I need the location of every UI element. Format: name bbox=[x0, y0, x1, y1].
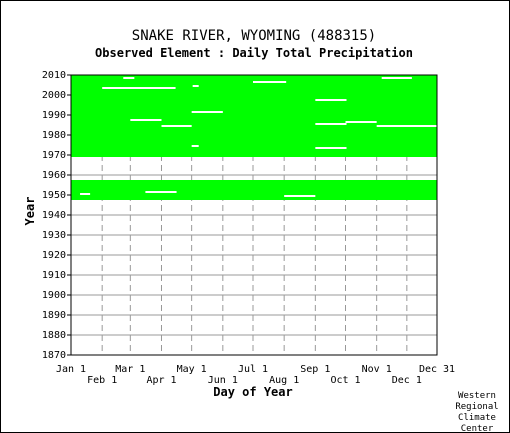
y-tick-label: 1940 bbox=[42, 210, 66, 221]
x-tick-label: Feb 1 bbox=[87, 375, 117, 386]
y-tick-label: 2010 bbox=[42, 70, 66, 81]
x-tick-label: May 1 bbox=[177, 364, 207, 375]
observed-data-band bbox=[71, 180, 437, 200]
credit-line-3: Climate bbox=[458, 413, 496, 423]
missing-data-segment bbox=[315, 147, 347, 149]
missing-data-segment bbox=[192, 85, 199, 87]
credit-line-1: Western bbox=[458, 391, 496, 401]
x-tick-label: Sep 1 bbox=[300, 364, 330, 375]
missing-data-segment bbox=[381, 77, 412, 79]
y-tick-label: 1960 bbox=[42, 170, 66, 181]
y-axis-label: Year bbox=[23, 197, 37, 226]
missing-data-segment bbox=[161, 125, 192, 127]
y-tick-label: 1950 bbox=[42, 190, 66, 201]
chart-subtitle: Observed Element : Daily Total Precipita… bbox=[95, 46, 413, 60]
missing-data-segment bbox=[191, 145, 199, 147]
chart-title: SNAKE RIVER, WYOMING (488315) bbox=[132, 28, 376, 44]
credit-line-4: Center bbox=[461, 424, 494, 432]
x-tick-label: Jul 1 bbox=[238, 364, 268, 375]
missing-data-segment bbox=[145, 191, 177, 193]
x-axis-label: Day of Year bbox=[213, 385, 292, 399]
missing-data-segment bbox=[191, 111, 223, 113]
y-tick-label: 1910 bbox=[42, 270, 66, 281]
y-tick-label: 1900 bbox=[42, 290, 66, 301]
missing-data-segment bbox=[252, 81, 287, 83]
x-tick-label: Aug 1 bbox=[269, 375, 299, 386]
missing-data-segment bbox=[80, 193, 91, 195]
x-tick-label: Jun 1 bbox=[208, 375, 238, 386]
x-tick-label: Apr 1 bbox=[146, 375, 176, 386]
credit-line-2: Regional bbox=[455, 402, 498, 412]
y-tick-label: 1880 bbox=[42, 330, 66, 341]
x-tick-label: Jan 1 bbox=[56, 364, 86, 375]
missing-data-segment bbox=[315, 123, 347, 125]
y-tick-label: 1980 bbox=[42, 130, 66, 141]
x-tick-label: Dec 31 bbox=[419, 364, 455, 375]
y-tick-label: 1920 bbox=[42, 250, 66, 261]
missing-data-segment bbox=[376, 125, 437, 127]
missing-data-segment bbox=[315, 99, 347, 101]
missing-data-segment bbox=[130, 119, 162, 121]
y-tick-label: 2000 bbox=[42, 90, 66, 101]
y-tick-label: 1970 bbox=[42, 150, 66, 161]
x-tick-label: Mar 1 bbox=[115, 364, 145, 375]
missing-data-segment bbox=[284, 195, 316, 197]
y-tick-label: 1870 bbox=[42, 350, 66, 361]
y-tick-label: 1890 bbox=[42, 310, 66, 321]
x-tick-label: Dec 1 bbox=[392, 375, 422, 386]
missing-data-segment bbox=[123, 77, 135, 79]
missing-data-segment bbox=[345, 121, 377, 123]
y-tick-label: 1990 bbox=[42, 110, 66, 121]
x-tick-label: Nov 1 bbox=[362, 364, 392, 375]
plot-area: 1870 1880 1890 1900 1910 1920 1930 1940 1950 1960… bbox=[42, 70, 455, 386]
y-tick-label: 1930 bbox=[42, 230, 66, 241]
missing-data-segment bbox=[102, 87, 176, 89]
x-tick-label: Oct 1 bbox=[330, 375, 360, 386]
